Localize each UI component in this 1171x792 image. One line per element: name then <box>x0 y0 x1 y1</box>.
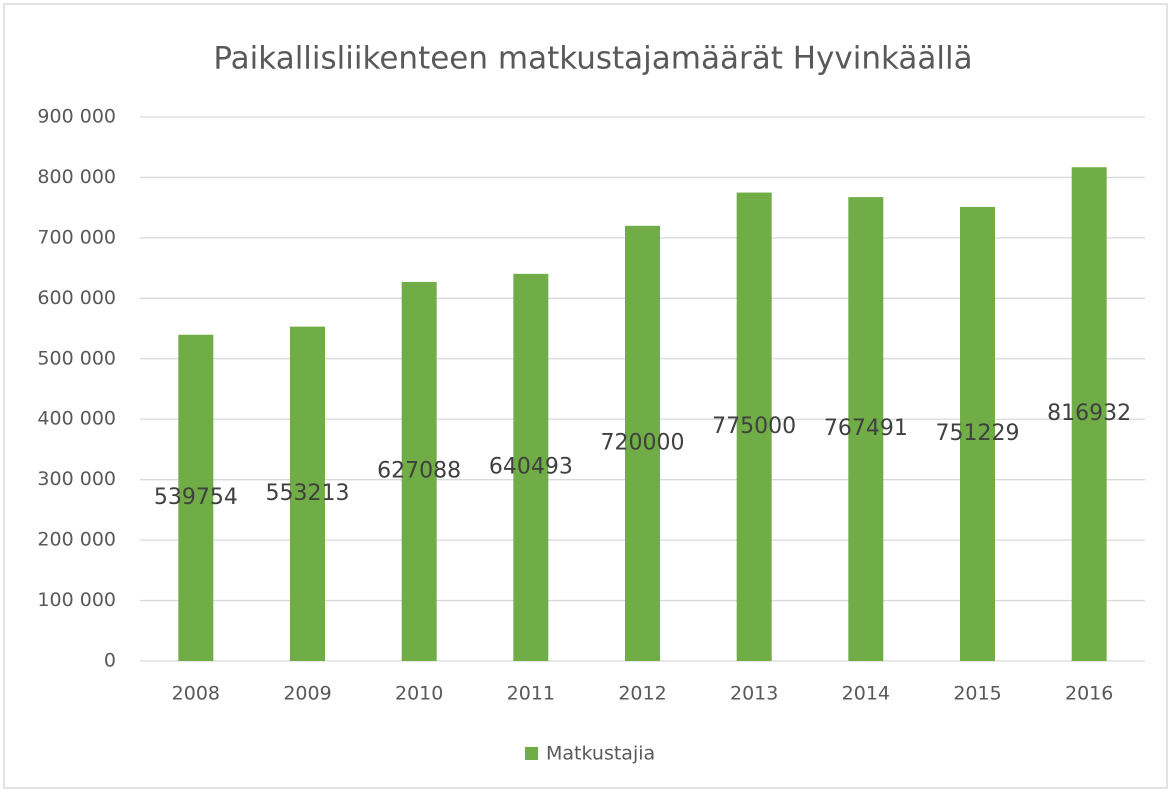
x-tick-label: 2011 <box>507 683 555 705</box>
y-tick-label: 0 <box>104 650 116 672</box>
data-label: 640493 <box>489 454 573 479</box>
legend-label: Matkustajia <box>546 743 655 765</box>
x-tick-label: 2013 <box>730 683 778 705</box>
y-tick-label: 500 000 <box>37 347 116 369</box>
y-tick-label: 200 000 <box>37 529 116 551</box>
bar <box>960 206 995 661</box>
data-label: 775000 <box>712 414 796 439</box>
x-tick-label: 2015 <box>953 683 1001 705</box>
data-label: 553213 <box>266 481 350 506</box>
x-tick-label: 2014 <box>842 683 890 705</box>
y-tick-label: 800 000 <box>37 166 116 188</box>
data-label: 751229 <box>936 421 1020 446</box>
y-tick-label: 700 000 <box>37 226 116 248</box>
bar <box>178 334 214 661</box>
bar <box>290 326 325 661</box>
y-tick-label: 400 000 <box>37 408 116 430</box>
bar <box>848 197 884 661</box>
x-tick-label: 2010 <box>395 683 443 705</box>
bar <box>513 273 549 661</box>
chart-title: Paikallisliikenteen matkustajamäärät Hyv… <box>213 41 972 77</box>
y-tick-label: 900 000 <box>37 106 116 128</box>
bar <box>625 225 660 662</box>
legend-swatch <box>525 747 538 760</box>
y-tick-label: 300 000 <box>37 468 116 490</box>
bar <box>736 192 772 662</box>
bar <box>1071 167 1107 661</box>
x-tick-label: 2009 <box>283 683 331 705</box>
x-tick-label: 2012 <box>618 683 666 705</box>
data-label: 767491 <box>824 416 908 441</box>
x-tick-label: 2016 <box>1065 683 1113 705</box>
data-label: 539754 <box>154 485 238 510</box>
y-tick-label: 100 000 <box>37 589 116 611</box>
y-tick-label: 600 000 <box>37 287 116 309</box>
data-label: 816932 <box>1047 401 1131 426</box>
data-label: 627088 <box>377 458 461 483</box>
data-label: 720000 <box>601 430 685 455</box>
x-tick-label: 2008 <box>172 683 220 705</box>
bar <box>401 281 437 661</box>
